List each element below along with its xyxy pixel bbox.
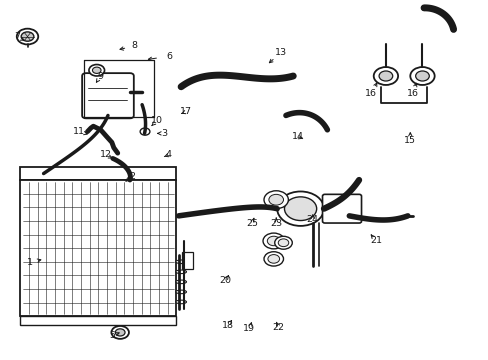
Circle shape: [267, 236, 280, 246]
FancyBboxPatch shape: [82, 73, 134, 118]
Circle shape: [111, 326, 129, 339]
Circle shape: [268, 194, 283, 205]
FancyBboxPatch shape: [322, 194, 361, 223]
Ellipse shape: [175, 280, 186, 284]
Circle shape: [378, 71, 392, 81]
Circle shape: [373, 67, 397, 85]
Circle shape: [263, 233, 284, 249]
Text: 11: 11: [73, 127, 84, 136]
Circle shape: [140, 128, 150, 135]
Text: 12: 12: [100, 150, 111, 159]
Circle shape: [89, 64, 104, 76]
Circle shape: [264, 191, 288, 209]
Circle shape: [277, 192, 324, 226]
Circle shape: [267, 255, 279, 263]
Bar: [20, 180, 176, 316]
Circle shape: [21, 32, 34, 41]
Text: 10: 10: [150, 116, 163, 125]
Text: 17: 17: [180, 107, 192, 116]
Circle shape: [278, 239, 288, 247]
Circle shape: [274, 236, 292, 249]
Text: 5: 5: [109, 332, 115, 341]
Ellipse shape: [175, 300, 186, 304]
Bar: [20, 167, 176, 180]
Text: 3: 3: [161, 129, 167, 138]
Text: 21: 21: [369, 237, 382, 246]
Text: 7: 7: [14, 32, 20, 41]
Text: 22: 22: [272, 323, 284, 332]
Text: 2: 2: [129, 172, 135, 181]
Circle shape: [17, 29, 38, 44]
Text: 16: 16: [365, 89, 377, 98]
Circle shape: [284, 197, 316, 221]
Circle shape: [409, 67, 434, 85]
Text: 20: 20: [219, 276, 230, 285]
Text: 25: 25: [245, 219, 257, 228]
Ellipse shape: [175, 260, 186, 264]
Bar: [182, 252, 192, 269]
Circle shape: [264, 252, 283, 266]
Text: 16: 16: [406, 89, 418, 98]
Text: 24: 24: [306, 215, 318, 224]
Circle shape: [115, 329, 125, 336]
Text: 1: 1: [27, 258, 33, 267]
Text: 4: 4: [165, 150, 172, 159]
Text: 18: 18: [221, 321, 233, 330]
Text: 13: 13: [274, 48, 286, 57]
Ellipse shape: [175, 290, 186, 294]
Bar: [20, 316, 176, 325]
Text: 9: 9: [98, 72, 103, 81]
Circle shape: [415, 71, 428, 81]
Text: 15: 15: [404, 136, 415, 145]
Circle shape: [92, 67, 101, 73]
Text: 23: 23: [269, 219, 282, 228]
Text: 6: 6: [165, 52, 172, 61]
Ellipse shape: [175, 270, 186, 274]
Text: 14: 14: [291, 132, 304, 141]
Text: 8: 8: [132, 41, 138, 50]
Text: 19: 19: [243, 324, 255, 333]
